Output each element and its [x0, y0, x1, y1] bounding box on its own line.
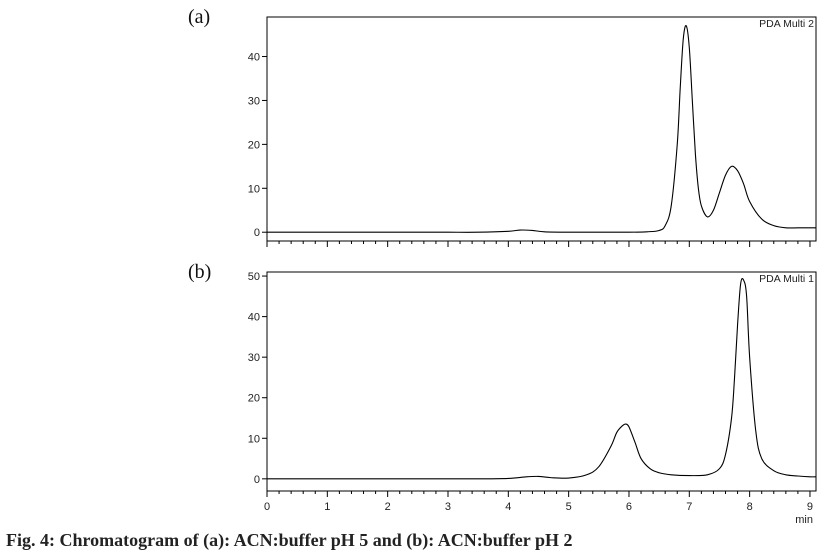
y-tick-label-b-30: 30 [248, 352, 260, 364]
figure-caption: Fig. 4: Chromatogram of (a): ACN:buffer … [6, 530, 573, 550]
detector-label-b: PDA Multi 1 [759, 273, 814, 285]
x-tick-label-b-6: 6 [626, 501, 632, 513]
panel-label-a: (a) [188, 6, 211, 28]
y-tick-label-a-10: 10 [248, 183, 260, 195]
plot-frame-b [266, 271, 817, 492]
x-tick-label-b-8: 8 [747, 501, 753, 513]
panel-label-b: (b) [188, 261, 212, 283]
y-tick-label-b-10: 10 [248, 433, 260, 445]
y-tick-label-a-20: 20 [248, 139, 260, 151]
x-tick-label-b-0: 0 [264, 501, 270, 513]
x-tick-label-b-9: 9 [807, 501, 813, 513]
y-tick-label-a-0: 0 [254, 227, 260, 239]
plot-frame-a [266, 16, 817, 242]
y-tick-label-b-50: 50 [248, 271, 260, 283]
x-tick-label-b-1: 1 [324, 501, 330, 513]
y-tick-label-a-40: 40 [248, 52, 260, 64]
chromatogram-trace-a-0 [266, 24, 816, 233]
x-tick-label-b-7: 7 [686, 501, 692, 513]
chromatogram-trace-b-0 [267, 277, 817, 480]
x-axis-label-b: min [795, 514, 813, 526]
x-tick-label-b-2: 2 [385, 501, 391, 513]
y-tick-label-b-40: 40 [248, 312, 260, 324]
y-tick-label-b-20: 20 [248, 393, 260, 405]
x-tick-label-b-3: 3 [445, 501, 451, 513]
x-tick-label-b-4: 4 [505, 501, 511, 513]
y-tick-label-b-0: 0 [254, 474, 260, 486]
x-tick-label-b-5: 5 [566, 501, 572, 513]
y-tick-label-a-30: 30 [248, 95, 260, 107]
detector-label-a: PDA Multi 2 [759, 18, 814, 30]
